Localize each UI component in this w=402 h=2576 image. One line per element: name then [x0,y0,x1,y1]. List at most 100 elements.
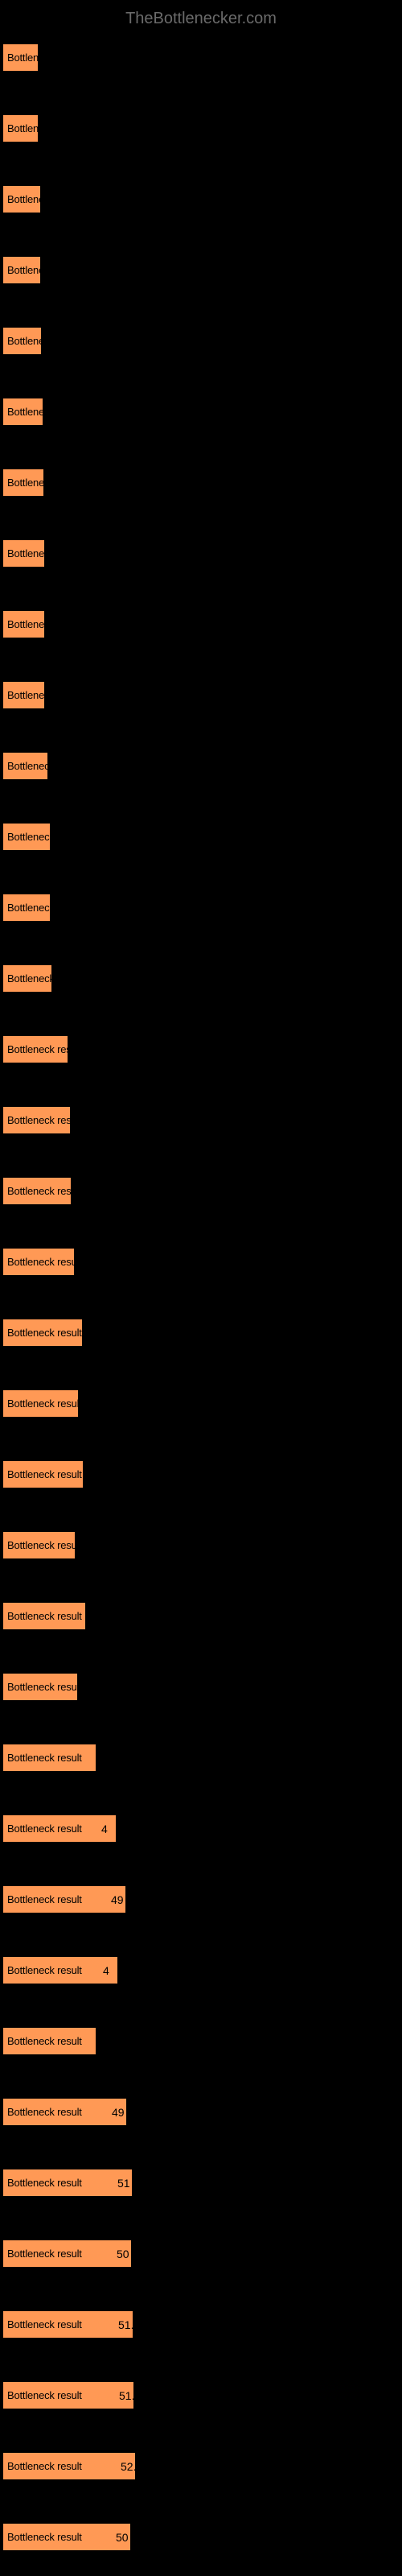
bar-row: Bottleneck [3,257,402,283]
bar-row: Bottleneck [3,682,402,708]
bar: Bottleneck result [3,2169,132,2196]
bar-row: Bottleneck result [3,1674,402,1700]
bar: Bottleneck result [3,1815,116,1842]
bar-row: Bottleneck result4 [3,1957,402,1984]
bar: Bottleneck result [3,2028,96,2054]
bar-row: Bottleneck result 49 [3,2099,402,2125]
bar-value-label: 49 [111,1886,124,1913]
bar-row: Bottleneck result 50 [3,2524,402,2550]
bar-label: Bottleneck [7,406,55,418]
bar: Bottleneck result [3,1036,68,1063]
bar-row: Bottleneck result [3,1249,402,1275]
bar-label: Bottleneck result [7,1256,82,1268]
bar-row: Bottleneck result [3,1319,402,1346]
bar-row: Bottleneck [3,540,402,567]
bar-row: Bottleneck [3,611,402,638]
bar-row: Bottleneck [3,328,402,354]
bar: Bottleneck result [3,1249,74,1275]
bar-row: Bottleneck result [3,1107,402,1133]
bar-label: Bottleneck result [7,1539,82,1551]
bar-value-label: 50 [116,2524,129,2550]
bar-row: Bottleneck result [3,2028,402,2054]
bar-value-label: 51. [119,2382,134,2409]
bar-row: Bottleneck re [3,965,402,992]
bar-label: Bottleneck result [7,2531,82,2543]
bar-label: Bottleneck result [7,1681,82,1693]
bar-row: Bottleneck [3,469,402,496]
bar-row: Bottleneck result 4 [3,1815,402,1842]
bar-label: Bottleneck [7,477,55,489]
bar: Bottleneck [3,44,38,71]
bar-row: Bottleneck result51 [3,2169,402,2196]
bar: Bottleneck result [3,1319,82,1346]
bottleneck-bar-chart: BottleneckBottleneckBottleneckBottleneck… [0,44,402,2550]
bar-label: Bottleneck [7,335,55,347]
bar-label: Bottleneck [7,264,55,276]
bar-label: Bottleneck [7,122,55,134]
bar: Bottleneck result [3,2240,131,2267]
bar: Bottleneck r [3,753,47,779]
bar: Bottleneck [3,682,44,708]
bar: Bottleneck result [3,1603,85,1629]
bar-label: Bottleneck result [7,2318,82,2330]
bar: Bottleneck result [3,1957,117,1984]
bar: Bottleneck [3,186,40,213]
bar-label: Bottleneck result [7,1397,82,1410]
bar-row: Bottleneck result 51. [3,2382,402,2409]
bar-row: Bottleneck result [3,1461,402,1488]
bar: Bottleneck result [3,1107,70,1133]
bar-value-label: 52. [121,2453,136,2479]
bar-row: Bottleneck r [3,753,402,779]
bar: Bottleneck re [3,824,50,850]
bar-row: Bottleneck result 51. [3,2311,402,2338]
bar-row: Bottleneck re [3,824,402,850]
bar: Bottleneck result [3,2311,133,2338]
bar-value-label: 51 [117,2169,130,2196]
bar-value-label: 51. [118,2311,133,2338]
bar-label: Bottleneck result [7,1610,82,1622]
bar-label: Bottleneck result [7,1893,82,1905]
bar: Bottleneck result [3,1532,75,1558]
bar: Bottleneck result [3,2382,133,2409]
bar-row: Bottleneck result [3,1603,402,1629]
bar: Bottleneck [3,398,43,425]
page-title: TheBottlenecker.com [0,10,402,28]
bar-label: Bottleneck [7,689,55,701]
bar-label: Bottleneck result [7,1185,82,1197]
bar-label: Bottleneck re [7,972,66,985]
bar: Bottleneck re [3,965,51,992]
bar-label: Bottleneck [7,193,55,205]
bar-value-label: 50 [117,2240,129,2267]
bar-label: Bottleneck [7,547,55,559]
bar-label: Bottleneck result [7,1468,82,1480]
bar-label: Bottleneck result [7,1327,82,1339]
bar-label: Bottleneck result [7,2248,82,2260]
bar-row: Bottleneck re [3,894,402,921]
bar-label: Bottleneck result [7,2035,82,2047]
bar-row: Bottleneck [3,44,402,71]
bar-label: Bottleneck re [7,831,66,843]
bar-label: Bottleneck r [7,760,60,772]
bar: Bottleneck [3,469,43,496]
bar-label: Bottleneck result [7,1823,82,1835]
bar-value-label: 4 [103,1957,109,1984]
bar: Bottleneck [3,611,44,638]
bar-value-label: 49 [112,2099,125,2125]
bar-label: Bottleneck result [7,1114,82,1126]
bar-label: Bottleneck result [7,1752,82,1764]
bar: Bottleneck result [3,1744,96,1771]
bar: Bottleneck [3,115,38,142]
bar-row: Bottleneck result [3,1744,402,1771]
bar: Bottleneck result [3,1461,83,1488]
bar: Bottleneck [3,257,40,283]
bar-label: Bottleneck [7,618,55,630]
bar-row: Bottleneck result 52. [3,2453,402,2479]
bar: Bottleneck result [3,2453,135,2479]
bar-row: Bottleneck result [3,1178,402,1204]
bar-label: Bottleneck result [7,2460,82,2472]
bar-label: Bottleneck result [7,2389,82,2401]
bar-label: Bottleneck result [7,2106,82,2118]
bar: Bottleneck result [3,1886,125,1913]
bar-row: Bottleneck [3,398,402,425]
bar-value-label: 4 [101,1815,108,1842]
